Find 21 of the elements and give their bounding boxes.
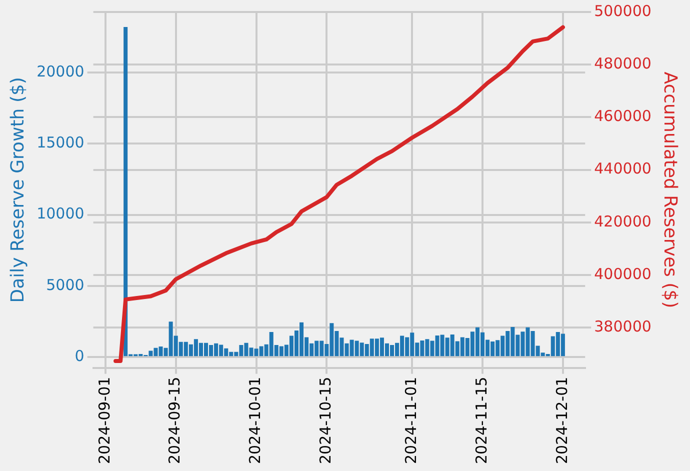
x-tick-label: 2024-09-15 bbox=[166, 376, 184, 464]
y-tick-label: 0 bbox=[74, 347, 84, 366]
y2-tick-label: 480000 bbox=[594, 54, 652, 72]
y2-tick-label: 460000 bbox=[594, 107, 652, 126]
x-tick-label: 2024-12-01 bbox=[552, 376, 571, 464]
y2-tick-label: 380000 bbox=[594, 317, 652, 336]
y-tick-label: 10000 bbox=[36, 204, 84, 223]
y-tick-label: 20000 bbox=[36, 62, 84, 80]
x-tick-label: 2024-10-01 bbox=[246, 376, 264, 464]
y2-axis-title: Accumulated Reserves ($) bbox=[660, 72, 681, 308]
y-axis-title: Daily Reserve Growth ($) bbox=[7, 77, 28, 303]
y-tick-label: 15000 bbox=[36, 134, 84, 152]
y2-tick-label: 420000 bbox=[594, 212, 652, 230]
y-tick-label: 5000 bbox=[46, 276, 84, 294]
x-tick-label: 2024-11-01 bbox=[402, 376, 420, 464]
y2-tick-label: 440000 bbox=[594, 160, 652, 178]
x-tick-label: 2024-10-15 bbox=[316, 376, 335, 464]
x-tick-label: 2024-11-15 bbox=[472, 376, 490, 464]
y2-tick-label: 500000 bbox=[594, 2, 652, 20]
y2-tick-label: 400000 bbox=[594, 264, 652, 283]
x-tick-label: 2024-09-01 bbox=[95, 376, 114, 464]
